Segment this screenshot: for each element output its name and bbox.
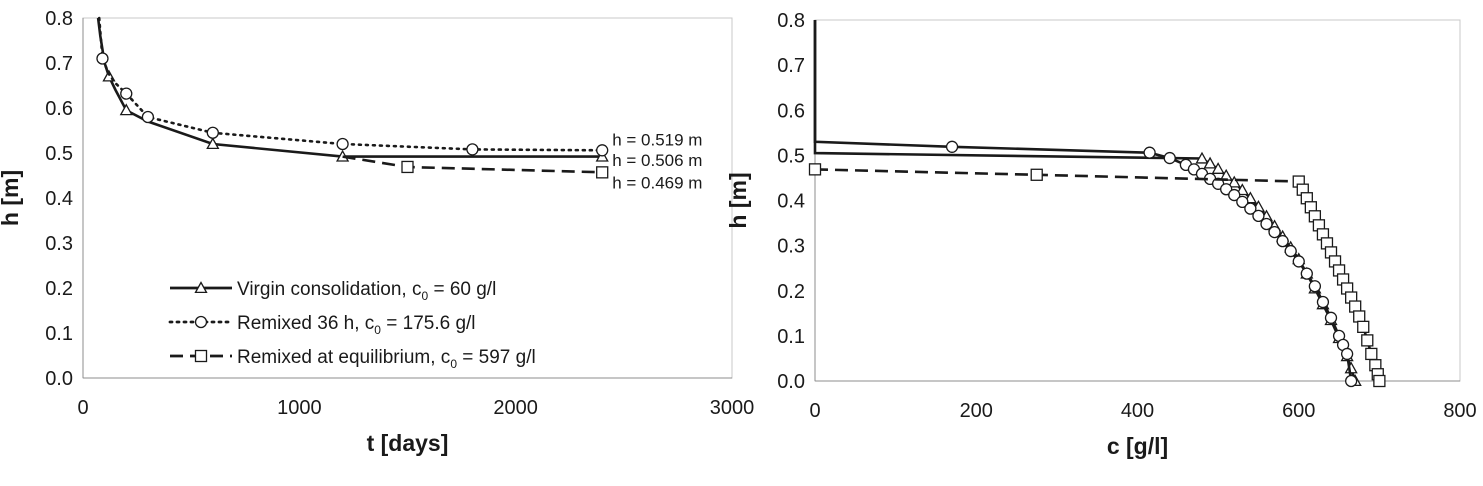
series-line	[813, 20, 1353, 382]
series-line	[97, 16, 604, 152]
data-point-circle	[945, 140, 959, 153]
data-point-square	[1373, 374, 1386, 388]
data-point-circle	[141, 110, 155, 124]
y-tick-label: 0.0	[45, 368, 73, 390]
y-axis-label: h [m]	[725, 172, 751, 228]
y-tick-label: 0.4	[45, 188, 73, 210]
legend-label: Remixed 36 h, c0 = 175.6 g/l	[237, 313, 476, 337]
x-tick-label: 400	[1121, 400, 1154, 422]
x-tick-label: 3000	[710, 397, 755, 419]
y-tick-label: 0.7	[777, 55, 805, 77]
data-point-triangle	[1195, 151, 1209, 164]
data-point-circle	[1143, 146, 1156, 159]
value-annotation: h = 0.519 m	[612, 131, 702, 150]
legend-marker-square	[194, 349, 208, 363]
legend: Virgin consolidation, c0 = 60 g/l Remixed…	[168, 279, 536, 371]
data-point-square	[1365, 347, 1378, 361]
concentration-chart: 0.0 0.1 0.2 0.3 0.4 0.5 0.6 0.7 0.8 0 200 400 600 800…	[725, 10, 1477, 459]
series-circle	[96, 16, 609, 157]
data-point-circle	[596, 144, 609, 157]
data-point-circle	[336, 137, 349, 151]
data-point-triangle	[206, 137, 220, 150]
x-tick-label: 0	[77, 397, 88, 419]
data-point-circle	[1228, 188, 1241, 202]
legend-marker-circle	[194, 315, 208, 329]
series-square	[342, 155, 609, 179]
data-point-circle	[1268, 225, 1281, 239]
data-point-square	[596, 166, 609, 179]
data-point-circle	[1324, 311, 1338, 324]
y-tick-label: 0.4	[777, 191, 805, 213]
data-point-square	[1357, 320, 1370, 334]
y-tick-label: 0.5	[777, 145, 805, 167]
series-line	[814, 168, 1381, 382]
time-chart: 0.0 0.1 0.2 0.3 0.4 0.5 0.6 0.7 0.8 0 1000 2000 3000…	[0, 8, 754, 456]
y-tick-label: 0.2	[777, 281, 805, 303]
data-point-square	[808, 163, 822, 176]
data-point-circle	[206, 126, 219, 139]
x-axis-label: t [days]	[367, 430, 449, 456]
data-point-triangle	[1227, 175, 1241, 188]
data-point-square	[1361, 334, 1374, 347]
data-point-circle	[1284, 244, 1297, 258]
data-point-circle	[1236, 195, 1249, 209]
data-point-circle	[1244, 202, 1257, 215]
x-tick-label: 800	[1443, 400, 1476, 422]
y-tick-label: 0.2	[45, 278, 73, 300]
data-point-circle	[120, 87, 133, 100]
data-point-circle	[1308, 280, 1322, 293]
x-tick-label: 0	[809, 400, 820, 422]
series-triangle	[96, 17, 609, 162]
y-tick-label: 0.8	[45, 8, 73, 30]
y-tick-label: 0.1	[45, 323, 73, 345]
series-circle	[813, 20, 1358, 388]
data-point-circle	[96, 52, 109, 65]
series-triangle	[813, 20, 1362, 387]
series-square	[808, 163, 1386, 388]
data-point-circle	[1260, 217, 1273, 231]
data-point-circle	[1252, 209, 1265, 222]
y-tick-label: 0.0	[777, 371, 805, 393]
series-line	[813, 20, 1357, 382]
legend-label: Remixed at equilibrium, c0 = 597 g/l	[237, 347, 536, 371]
x-tick-label: 200	[960, 400, 993, 422]
y-tick-label: 0.6	[45, 98, 73, 120]
y-tick-label: 0.3	[777, 236, 805, 258]
x-axis-label: c [g/l]	[1107, 433, 1168, 459]
x-tick-label: 1000	[277, 397, 322, 419]
data-point-square	[1030, 168, 1043, 181]
y-tick-label: 0.1	[777, 326, 805, 348]
x-tick-label: 2000	[493, 397, 538, 419]
series-line	[96, 17, 603, 158]
data-point-circle	[1163, 151, 1176, 165]
data-point-triangle	[1203, 156, 1217, 169]
data-point-circle	[1316, 295, 1330, 309]
data-point-circle	[1340, 347, 1354, 361]
value-annotation: h = 0.506 m	[612, 151, 702, 170]
data-point-square	[1353, 310, 1366, 323]
y-tick-label: 0.7	[45, 53, 73, 75]
series-line	[342, 155, 603, 174]
y-tick-label: 0.3	[45, 233, 73, 255]
data-point-circle	[1220, 183, 1233, 196]
y-tick-label: 0.5	[45, 143, 73, 165]
data-point-circle	[466, 143, 479, 156]
data-point-circle	[1345, 374, 1358, 388]
data-point-triangle	[1344, 361, 1358, 374]
data-point-circle	[1276, 234, 1289, 248]
y-tick-label: 0.8	[777, 10, 805, 32]
value-annotation: h = 0.469 m	[612, 173, 702, 192]
y-axis-label: h [m]	[0, 170, 23, 226]
data-point-triangle	[1211, 162, 1225, 174]
data-point-square	[401, 160, 414, 174]
x-tick-label: 600	[1282, 400, 1315, 422]
y-tick-label: 0.6	[777, 100, 805, 122]
data-point-circle	[1300, 267, 1313, 280]
data-point-triangle	[119, 103, 133, 116]
data-point-circle	[1292, 255, 1305, 268]
legend-label: Virgin consolidation, c0 = 60 g/l	[237, 279, 496, 303]
legend-marker-triangle	[194, 281, 208, 294]
